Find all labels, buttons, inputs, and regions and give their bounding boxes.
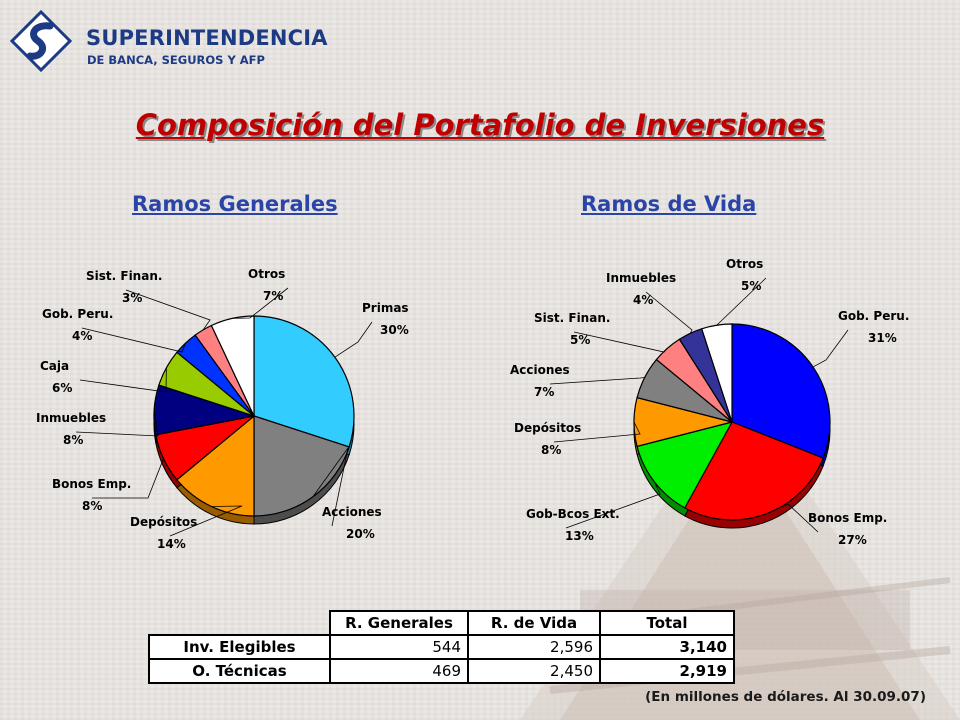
- slice-value-label: 20%: [346, 527, 375, 541]
- slice-value-label: 3%: [122, 291, 142, 305]
- leader-line: [335, 322, 372, 357]
- slice-category-label: Bonos Emp.: [808, 511, 887, 525]
- table-row-label: Inv. Elegibles: [149, 635, 330, 659]
- table-cell: 469: [330, 659, 468, 683]
- table-header-row: R. Generales R. de Vida Total: [149, 611, 734, 635]
- slice-value-label: 8%: [63, 433, 83, 447]
- slice-value-label: 6%: [52, 381, 72, 395]
- pie-chart-1: Gob. Peru. 31% Bonos Emp. 27% Gob-Bcos Ext. 1…: [510, 257, 909, 547]
- slice-category-label: Sist. Finan.: [86, 269, 162, 283]
- slice-category-label: Gob. Peru.: [838, 309, 909, 323]
- table-header: Total: [600, 611, 734, 635]
- leader-line: [80, 368, 166, 392]
- table-row-label: O. Técnicas: [149, 659, 330, 683]
- leader-line: [813, 330, 848, 367]
- slice-value-label: 4%: [633, 293, 653, 307]
- slice-value-label: 30%: [380, 323, 409, 337]
- slice-category-label: Gob. Peru.: [42, 307, 113, 321]
- slice-value-label: 14%: [157, 537, 186, 551]
- slice-value-label: 27%: [838, 533, 867, 547]
- table-row: Inv. Elegibles 544 2,596 3,140: [149, 635, 734, 659]
- table-row: O. Técnicas 469 2,450 2,919: [149, 659, 734, 683]
- slice-value-label: 13%: [565, 529, 594, 543]
- slice-category-label: Depósitos: [130, 515, 197, 529]
- slice-category-label: Otros: [726, 257, 763, 271]
- slice-category-label: Inmuebles: [606, 271, 676, 285]
- slice-value-label: 5%: [570, 333, 590, 347]
- table-cell: 2,919: [600, 659, 734, 683]
- slice-category-label: Acciones: [322, 505, 382, 519]
- slice-category-label: Sist. Finan.: [534, 311, 610, 325]
- table-cell: 2,596: [468, 635, 600, 659]
- slice-value-label: 4%: [72, 329, 92, 343]
- pie-slices: [634, 324, 830, 520]
- slice-category-label: Bonos Emp.: [52, 477, 131, 491]
- slice-category-label: Depósitos: [514, 421, 581, 435]
- table-cell: 3,140: [600, 635, 734, 659]
- table-cell: 2,450: [468, 659, 600, 683]
- slice-category-label: Acciones: [510, 363, 570, 377]
- slice-value-label: 8%: [541, 443, 561, 457]
- investment-table: R. Generales R. de Vida Total Inv. Elegi…: [148, 610, 735, 684]
- table-cell: 544: [330, 635, 468, 659]
- slice-category-label: Otros: [248, 267, 285, 281]
- slice-category-label: Inmuebles: [36, 411, 106, 425]
- slice-category-label: Gob-Bcos Ext.: [526, 507, 620, 521]
- slice-value-label: 5%: [741, 279, 761, 293]
- footnote: (En millones de dólares. Al 30.09.07): [645, 689, 926, 705]
- slice-value-label: 31%: [868, 331, 897, 345]
- table-header: R. de Vida: [468, 611, 600, 635]
- slice-value-label: 7%: [263, 289, 283, 303]
- table-header: R. Generales: [330, 611, 468, 635]
- slice-value-label: 8%: [82, 499, 102, 513]
- pie-chart-0: Primas 30% Acciones 20% Depósitos 14% Bonos Em…: [36, 267, 409, 551]
- slice-value-label: 7%: [534, 385, 554, 399]
- leader-line: [566, 482, 660, 528]
- leader-line: [550, 378, 645, 384]
- leader-line: [82, 328, 186, 352]
- table-corner: [149, 611, 330, 635]
- slice-category-label: Primas: [362, 301, 409, 315]
- slice-category-label: Caja: [40, 359, 69, 373]
